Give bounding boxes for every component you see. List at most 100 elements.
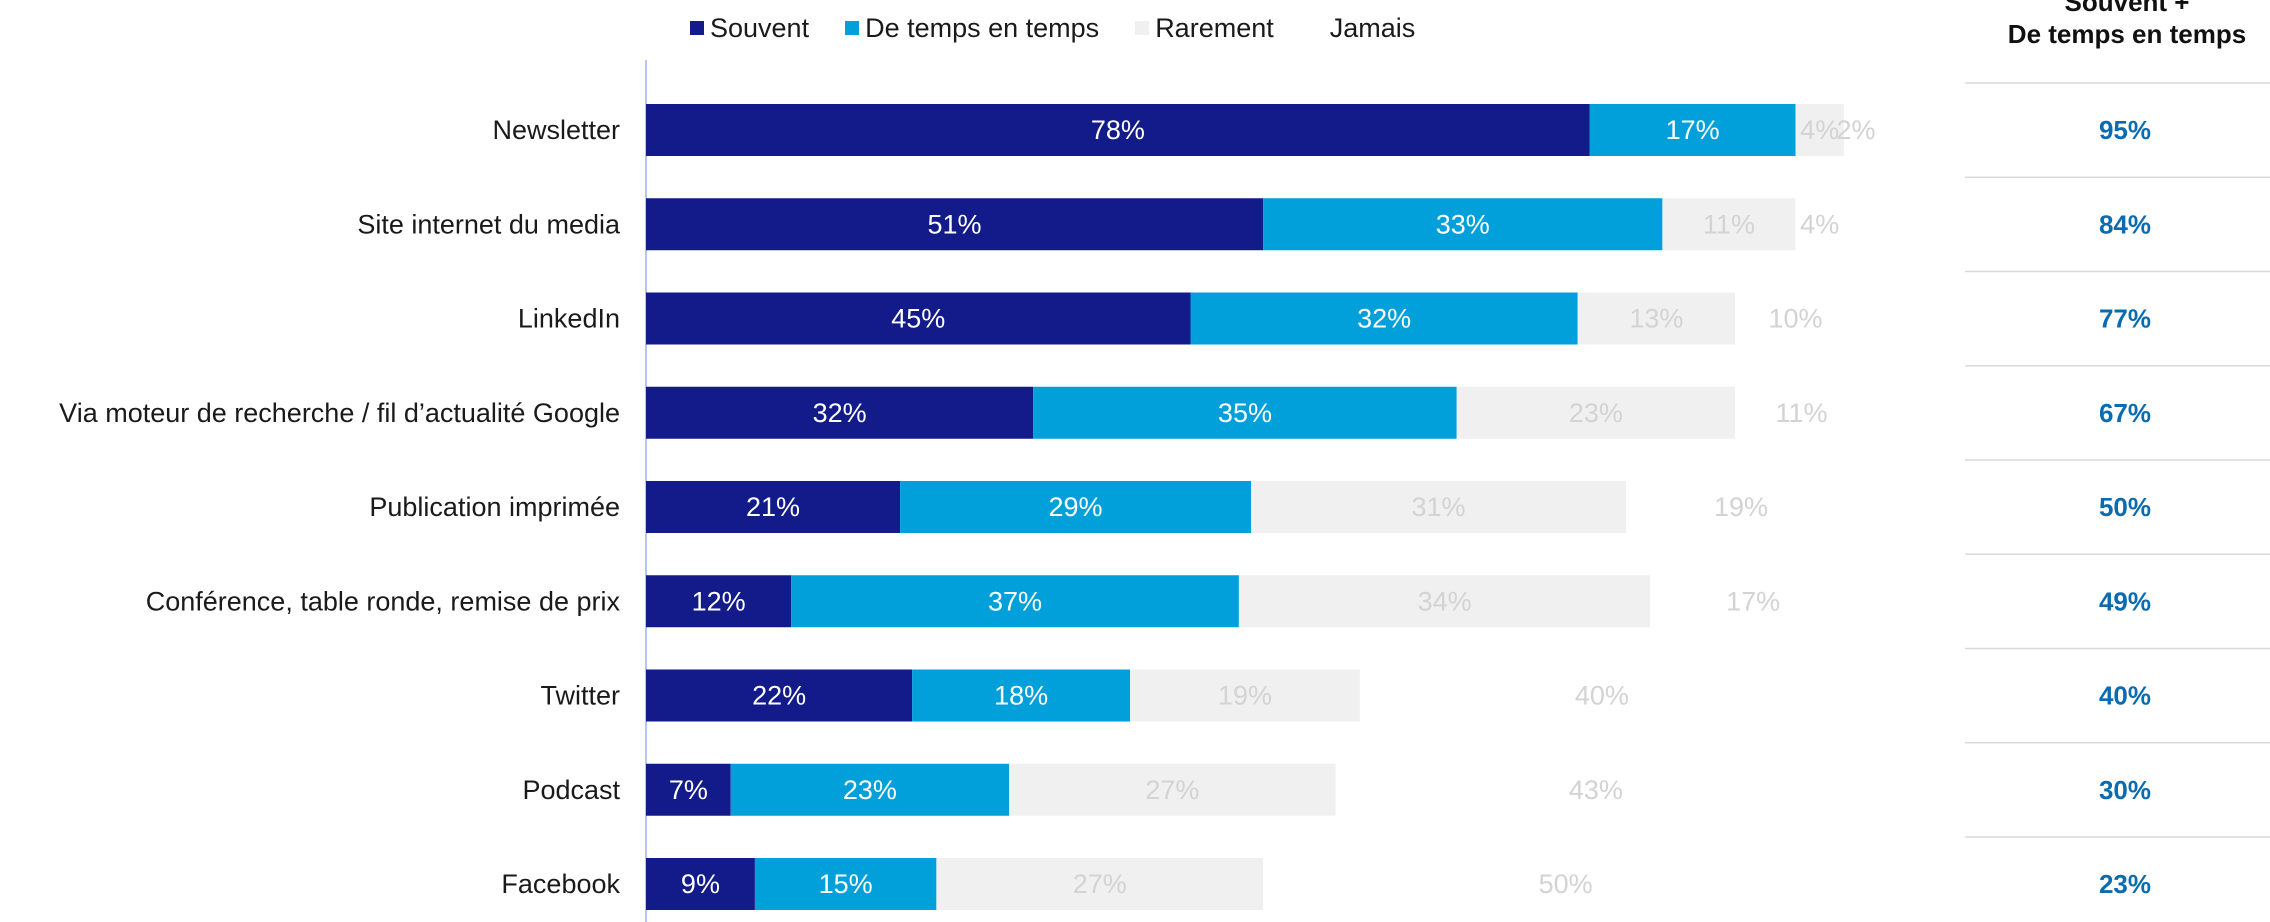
bar-segment [1238, 575, 1651, 628]
data-label: 12% [692, 586, 746, 616]
bar-segment [1626, 481, 1856, 533]
bar-segment [646, 104, 1590, 156]
bar-segment [912, 669, 1130, 722]
bar-segment [1735, 386, 1869, 439]
legend-label-jamais: Jamais [1329, 12, 1416, 43]
bar-segment [1251, 481, 1627, 533]
data-label: 33% [1436, 209, 1490, 239]
data-label: 15% [819, 869, 873, 899]
side-column-value: 50% [2099, 492, 2151, 522]
legend-swatch-de-temps-en-temps [845, 21, 860, 35]
bar-segment [791, 575, 1239, 628]
category-label: Site internet du media [357, 209, 621, 239]
bar-segment [646, 575, 792, 628]
bar-segment [1456, 386, 1735, 439]
category-label: Podcast [522, 775, 620, 805]
bar-segment [1577, 292, 1735, 345]
data-label: 22% [752, 681, 806, 711]
legend-label-rarement: Rarement [1155, 12, 1274, 43]
bar-segment [646, 386, 1034, 439]
legend-swatch-rarement [1135, 21, 1150, 35]
side-column-value: 77% [2099, 304, 2151, 334]
category-label: Via moteur de recherche / fil d’actualit… [59, 398, 620, 428]
category-label: Publication imprimée [369, 492, 620, 522]
bar-segment [646, 858, 755, 910]
legend: Souvent De temps en temps Rarement Jamai… [690, 10, 1451, 46]
data-label: 17% [1726, 586, 1780, 616]
data-label: 9% [681, 869, 720, 899]
side-column-value: 67% [2099, 398, 2151, 428]
bar-segment [1662, 198, 1796, 251]
legend-item-de-temps-en-temps: De temps en temps [845, 13, 1099, 44]
data-label: 32% [1357, 304, 1411, 334]
bar-segment [1009, 763, 1336, 816]
data-label: 27% [1145, 775, 1199, 805]
bar-segment [936, 858, 1264, 910]
legend-item-souvent: Souvent [690, 13, 809, 44]
bar-segment [646, 763, 731, 816]
bar-segment [1335, 763, 1856, 816]
data-label: 19% [1218, 681, 1272, 711]
category-label: Facebook [501, 869, 620, 899]
bar-segment [900, 481, 1251, 533]
bar-segment [1263, 858, 1869, 910]
side-column-title-line2: De temps en temps [2007, 19, 2247, 49]
data-label: 10% [1768, 304, 1822, 334]
bar-segment [1263, 198, 1663, 251]
data-label: 31% [1412, 492, 1466, 522]
bar-segment [1795, 198, 1844, 251]
side-column-value: 84% [2099, 209, 2151, 239]
data-label: 32% [813, 398, 867, 428]
legend-item-jamais: Jamais [1330, 13, 1416, 44]
bar-segment [646, 198, 1264, 251]
category-label: Twitter [540, 681, 620, 711]
category-label: LinkedIn [518, 304, 620, 334]
data-label: 23% [843, 775, 897, 805]
data-label: 27% [1073, 869, 1127, 899]
data-label: 11% [1776, 398, 1828, 428]
side-column-value: 40% [2099, 681, 2151, 711]
bar-segment [1130, 669, 1360, 722]
side-column-value: 95% [2099, 115, 2151, 145]
bar-segment [646, 669, 913, 722]
legend-label-souvent: Souvent [710, 12, 810, 43]
bar-segment [1650, 575, 1856, 628]
bar-segment [1589, 104, 1796, 156]
data-label: 17% [1666, 115, 1720, 145]
data-label: 11% [1703, 209, 1755, 239]
data-label: 45% [891, 304, 945, 334]
bar-segment [754, 858, 937, 910]
data-label: 2% [1836, 115, 1875, 145]
bar-segment [730, 763, 1009, 816]
data-label: 35% [1218, 398, 1272, 428]
legend-swatch-souvent [690, 21, 704, 35]
bar-segment [646, 481, 901, 533]
data-label: 50% [1539, 869, 1593, 899]
data-label: 4% [1800, 209, 1839, 239]
legend-item-rarement: Rarement [1135, 13, 1274, 44]
side-column-title-line1: Souvent + [2064, 0, 2190, 17]
side-column-value: 30% [2099, 775, 2151, 805]
side-column-value: 23% [2099, 869, 2151, 899]
category-label: Newsletter [492, 115, 620, 145]
data-label: 7% [669, 775, 708, 805]
data-label: 51% [928, 209, 982, 239]
data-label: 29% [1049, 492, 1103, 522]
bar-segment [1843, 104, 1869, 156]
bar-segment [1795, 104, 1844, 156]
data-label: 13% [1629, 304, 1683, 334]
bar-segment [1359, 669, 1844, 722]
bar-segment [646, 292, 1191, 345]
data-label: 18% [994, 681, 1048, 711]
bar-segment [1190, 292, 1578, 345]
bar-segment [1735, 292, 1856, 345]
data-label: 78% [1091, 115, 1145, 145]
data-label: 37% [988, 586, 1042, 616]
data-label: 23% [1569, 398, 1623, 428]
legend-label-de-temps-en-temps: De temps en temps [865, 12, 1100, 43]
side-column-header: Souvent + De temps en temps [1962, 0, 2270, 50]
side-column-value: 49% [2099, 586, 2151, 616]
data-label: 19% [1714, 492, 1768, 522]
data-label: 34% [1418, 586, 1472, 616]
